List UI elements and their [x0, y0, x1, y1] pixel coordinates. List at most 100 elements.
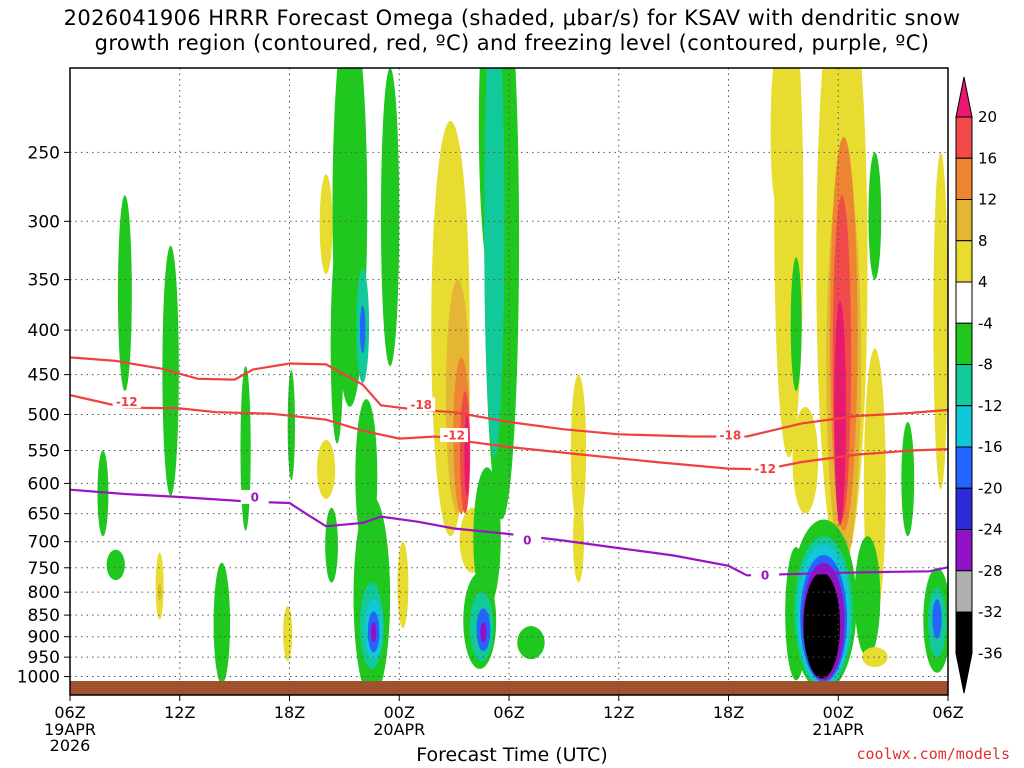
contour-lines: -18 -18 -12 -12 -12 0 0 0: [70, 356, 948, 582]
x-tick-label: 12Z: [603, 703, 634, 722]
omega-region-teal: [484, 68, 505, 458]
colorbar-swatch: [955, 487, 973, 530]
y-tick-label-300: 300: [28, 212, 60, 232]
y-tick-label-950: 950: [28, 648, 60, 668]
colorbar: 20 16 12 8 4 -4 -8 -12 -16 -20 -24 -28 -32 -36: [955, 76, 1003, 694]
omega-region-yellow: [283, 606, 293, 662]
colorbar-label-12: 12: [978, 191, 997, 209]
freezing-level-label-bg: [513, 533, 542, 548]
omega-region-yellow: [862, 647, 888, 667]
grid-lines: [69, 68, 949, 695]
omega-region-yellow: [573, 495, 584, 583]
omega-region-green: [854, 536, 881, 658]
y-tick-label-600: 600: [28, 474, 60, 494]
dgz-upper-label-bg: [407, 397, 436, 412]
y-tick-label-650: 650: [28, 505, 60, 525]
colorbar-label--20: -20: [978, 479, 1003, 497]
omega-shading: [97, 68, 948, 695]
ground-band: [70, 681, 948, 695]
colorbar-swatch: [955, 446, 973, 489]
y-tick-label-450: 450: [28, 366, 60, 386]
omega-region-green: [106, 549, 125, 581]
dgz-lower-label: -12: [754, 462, 776, 476]
freezing-level-label-bg: [751, 567, 780, 582]
freezing-level-label: 0: [523, 534, 531, 548]
freezing-level-label-bg: [240, 490, 269, 505]
omega-region-blue: [932, 599, 942, 639]
freezing-level-label: 0: [251, 491, 259, 505]
dgz-lower-label: -12: [443, 429, 465, 443]
dgz-upper-label: -18: [410, 398, 432, 412]
colorbar-label-16: 16: [978, 149, 997, 167]
x-axis-title: Forecast Time (UTC): [416, 744, 608, 766]
y-tick-label-750: 750: [28, 559, 60, 579]
site-credit[interactable]: coolwx.com/models: [856, 745, 1010, 763]
colorbar-swatch: [955, 570, 973, 613]
omega-region-green: [213, 562, 231, 685]
omega-region-purple: [370, 622, 377, 643]
x-tick-date: 20APR: [373, 720, 425, 739]
x-tick-label: 18Z: [274, 703, 305, 722]
x-tick-date: 21APR: [812, 720, 864, 739]
dgz-lower-label-bg: [112, 394, 141, 409]
pressure-axis: 250 300 350 400 450 500 550 600 650 700 750 800 850 9…: [17, 143, 70, 688]
chart-title-line-2: growth region (contoured, red, ºC) and f…: [94, 31, 930, 55]
omega-region-green: [901, 421, 915, 537]
colorbar-bottom-arrow: [955, 652, 973, 694]
dgz-lower-line: [70, 394, 948, 471]
colorbar-swatch: [955, 405, 973, 448]
omega-region-green: [868, 152, 882, 280]
omega-region-green: [287, 370, 295, 481]
colorbar-swatch: [955, 157, 973, 200]
omega-region-yellow: [397, 541, 409, 629]
colorbar-swatch: [955, 364, 973, 407]
colorbar-swatch: [955, 199, 973, 242]
omega-region-yellow: [570, 374, 587, 526]
colorbar-swatch: [955, 281, 973, 324]
colorbar-swatch: [955, 240, 973, 283]
omega-region-green: [790, 257, 802, 392]
x-tick-label: 00Z: [823, 703, 854, 722]
x-tick-label: 06Z: [54, 703, 85, 722]
omega-region-blue: [359, 305, 366, 354]
colorbar-top-arrow: [955, 76, 973, 118]
x-tick-label: 12Z: [164, 703, 195, 722]
omega-region-green: [240, 366, 251, 531]
x-tick-date: 19APR: [44, 720, 96, 739]
colorbar-label--4: -4: [978, 314, 993, 332]
omega-region-purple: [480, 622, 487, 643]
y-tick-label-850: 850: [28, 606, 60, 626]
omega-region-gold: [157, 583, 162, 601]
dgz-lower-label-bg: [751, 461, 780, 476]
y-tick-label-700: 700: [28, 533, 60, 553]
y-tick-label-350: 350: [28, 271, 60, 291]
omega-region-green: [517, 626, 545, 660]
colorbar-label--24: -24: [978, 521, 1003, 539]
omega-region-yellow: [770, 68, 782, 202]
omega-region-yellow: [316, 440, 336, 499]
colorbar-label-20: 20: [978, 108, 997, 126]
colorbar-swatch: [955, 322, 973, 365]
omega-region-yellow: [319, 174, 333, 275]
colorbar-label--36: -36: [978, 644, 1003, 662]
y-tick-label-500: 500: [28, 405, 60, 425]
y-tick-label-550: 550: [28, 442, 60, 462]
y-tick-label-800: 800: [28, 583, 60, 603]
colorbar-label--16: -16: [978, 438, 1003, 456]
colorbar-swatch: [955, 611, 973, 654]
y-tick-label-400: 400: [28, 321, 60, 341]
colorbar-label--12: -12: [978, 397, 1003, 415]
y-tick-label-250: 250: [28, 143, 60, 163]
x-tick-label: 06Z: [493, 703, 524, 722]
omega-region-pink: [834, 300, 846, 526]
omega-region-yellow: [792, 406, 819, 514]
colorbar-label--8: -8: [978, 356, 993, 374]
omega-region-yellow: [933, 152, 948, 490]
chart-title-line-1: 2026041906 HRRR Forecast Omega (shaded, …: [63, 6, 961, 30]
dgz-lower-label-bg: [440, 428, 469, 443]
colorbar-label--28: -28: [978, 562, 1003, 580]
freezing-level-label: 0: [761, 568, 769, 582]
dgz-upper-label: -18: [719, 429, 741, 443]
